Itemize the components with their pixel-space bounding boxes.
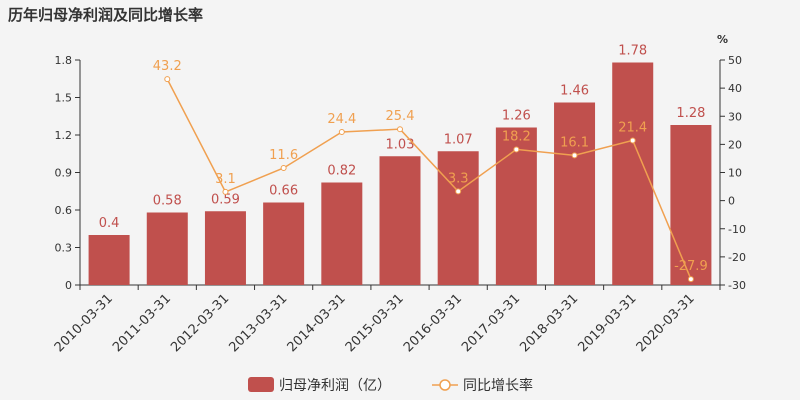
y-left-tick-label: 0.6 bbox=[55, 204, 73, 217]
y-left-tick-label: 0.3 bbox=[55, 242, 73, 255]
y-right-tick-label: 30 bbox=[728, 110, 742, 123]
chart-title: 历年归母净利润及同比增长率 bbox=[8, 6, 204, 24]
growth-point bbox=[164, 76, 171, 83]
legend-bar-label: 归母净利润（亿） bbox=[279, 377, 391, 394]
y-right-tick-label: -20 bbox=[728, 251, 746, 264]
y-right-tick-label: 10 bbox=[728, 167, 742, 180]
y-right-tick-label: 20 bbox=[728, 138, 742, 151]
y-right-tick-label: 50 bbox=[728, 54, 742, 67]
bar-value-label: 1.46 bbox=[560, 84, 589, 99]
x-tick-label: 2018-03-31 bbox=[517, 291, 581, 355]
y-right-tick-label: 0 bbox=[728, 195, 735, 208]
growth-value-label: 24.4 bbox=[327, 112, 356, 127]
bar bbox=[554, 102, 596, 285]
growth-point bbox=[513, 146, 520, 153]
bar-value-label: 0.59 bbox=[211, 192, 240, 207]
bar bbox=[379, 156, 421, 285]
y-left-tick-label: 1.5 bbox=[55, 92, 73, 105]
y-left-tick-label: 0 bbox=[65, 279, 72, 292]
x-tick-label: 2011-03-31 bbox=[110, 291, 174, 355]
bar-value-label: 0.58 bbox=[153, 194, 182, 209]
bar bbox=[263, 202, 305, 285]
line-series: 43.2 3.1 11.6 24.4 25.4 3.3 18.2 16.1 21.4 -27.9 bbox=[153, 59, 708, 283]
growth-value-label: 3.1 bbox=[215, 172, 236, 187]
y-right-tick-label: -30 bbox=[728, 279, 746, 292]
x-tick-label: 2010-03-31 bbox=[52, 291, 116, 355]
bar bbox=[670, 125, 712, 285]
x-tick-label: 2012-03-31 bbox=[168, 291, 232, 355]
bar-value-label: 1.07 bbox=[444, 132, 473, 147]
x-tick-label: 2017-03-31 bbox=[459, 291, 523, 355]
bar bbox=[146, 212, 188, 285]
growth-value-label: 16.1 bbox=[560, 135, 589, 150]
bar-value-label: 1.28 bbox=[676, 106, 705, 121]
growth-point bbox=[455, 188, 462, 195]
growth-point bbox=[571, 152, 578, 159]
bar bbox=[321, 182, 363, 285]
growth-value-label: 18.2 bbox=[502, 129, 531, 144]
growth-value-label: 11.6 bbox=[269, 148, 298, 163]
bar-value-label: 0.66 bbox=[269, 184, 298, 199]
growth-line bbox=[166, 78, 692, 280]
y-left-tick-label: 0.9 bbox=[55, 167, 73, 180]
growth-point bbox=[687, 276, 694, 283]
growth-point bbox=[629, 137, 636, 144]
legend-line-marker bbox=[439, 379, 451, 391]
x-tick-label: 2016-03-31 bbox=[401, 291, 465, 355]
x-tick-label: 2020-03-31 bbox=[634, 291, 698, 355]
growth-value-label: 43.2 bbox=[153, 59, 182, 74]
bar-series: 0.4 0.58 0.59 0.66 0.82 1.03 1.07 1.26 1.46 1.78 1… bbox=[88, 44, 712, 285]
legend-bar-swatch bbox=[248, 377, 274, 392]
bar-value-label: 1.03 bbox=[386, 137, 415, 152]
growth-value-label: -27.9 bbox=[674, 259, 708, 274]
growth-value-label: 3.3 bbox=[448, 171, 469, 186]
bar bbox=[437, 151, 479, 285]
bar-value-label: 0.4 bbox=[99, 216, 120, 231]
growth-value-label: 25.4 bbox=[386, 109, 415, 124]
growth-point bbox=[397, 126, 403, 133]
bar-value-label: 1.78 bbox=[618, 44, 647, 59]
y-right-tick-label: -10 bbox=[728, 223, 746, 236]
y-right-tick-label: 40 bbox=[728, 82, 742, 95]
legend-line-label: 同比增长率 bbox=[463, 377, 533, 394]
x-tick-label: 2013-03-31 bbox=[226, 291, 290, 355]
x-tick-label: 2014-03-31 bbox=[285, 291, 349, 355]
y-left-tick-label: 1.2 bbox=[55, 129, 73, 142]
growth-point bbox=[338, 129, 345, 135]
x-tick-label: 2015-03-31 bbox=[343, 291, 407, 355]
legend: 归母净利润（亿） 同比增长率 bbox=[248, 377, 533, 394]
bar bbox=[88, 235, 130, 285]
bar-value-label: 1.26 bbox=[502, 109, 531, 124]
y-left-tick-label: 1.8 bbox=[55, 54, 73, 67]
y-right-unit: % bbox=[717, 33, 728, 46]
x-tick-label: 2019-03-31 bbox=[576, 291, 640, 355]
growth-value-label: 21.4 bbox=[618, 120, 647, 135]
growth-point bbox=[222, 188, 229, 195]
bar bbox=[495, 127, 537, 285]
bar-value-label: 0.82 bbox=[327, 164, 356, 179]
bar bbox=[204, 211, 246, 285]
growth-point bbox=[280, 165, 287, 171]
